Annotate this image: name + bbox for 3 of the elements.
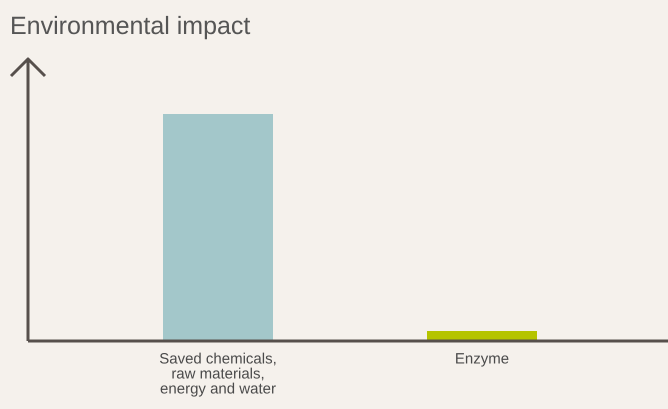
x-tick-label: Enzyme (454, 350, 510, 368)
x-tick-label: Saved chemicals, raw materials, energy and water (159, 350, 277, 398)
chart-title: Environmental impact (10, 12, 250, 41)
